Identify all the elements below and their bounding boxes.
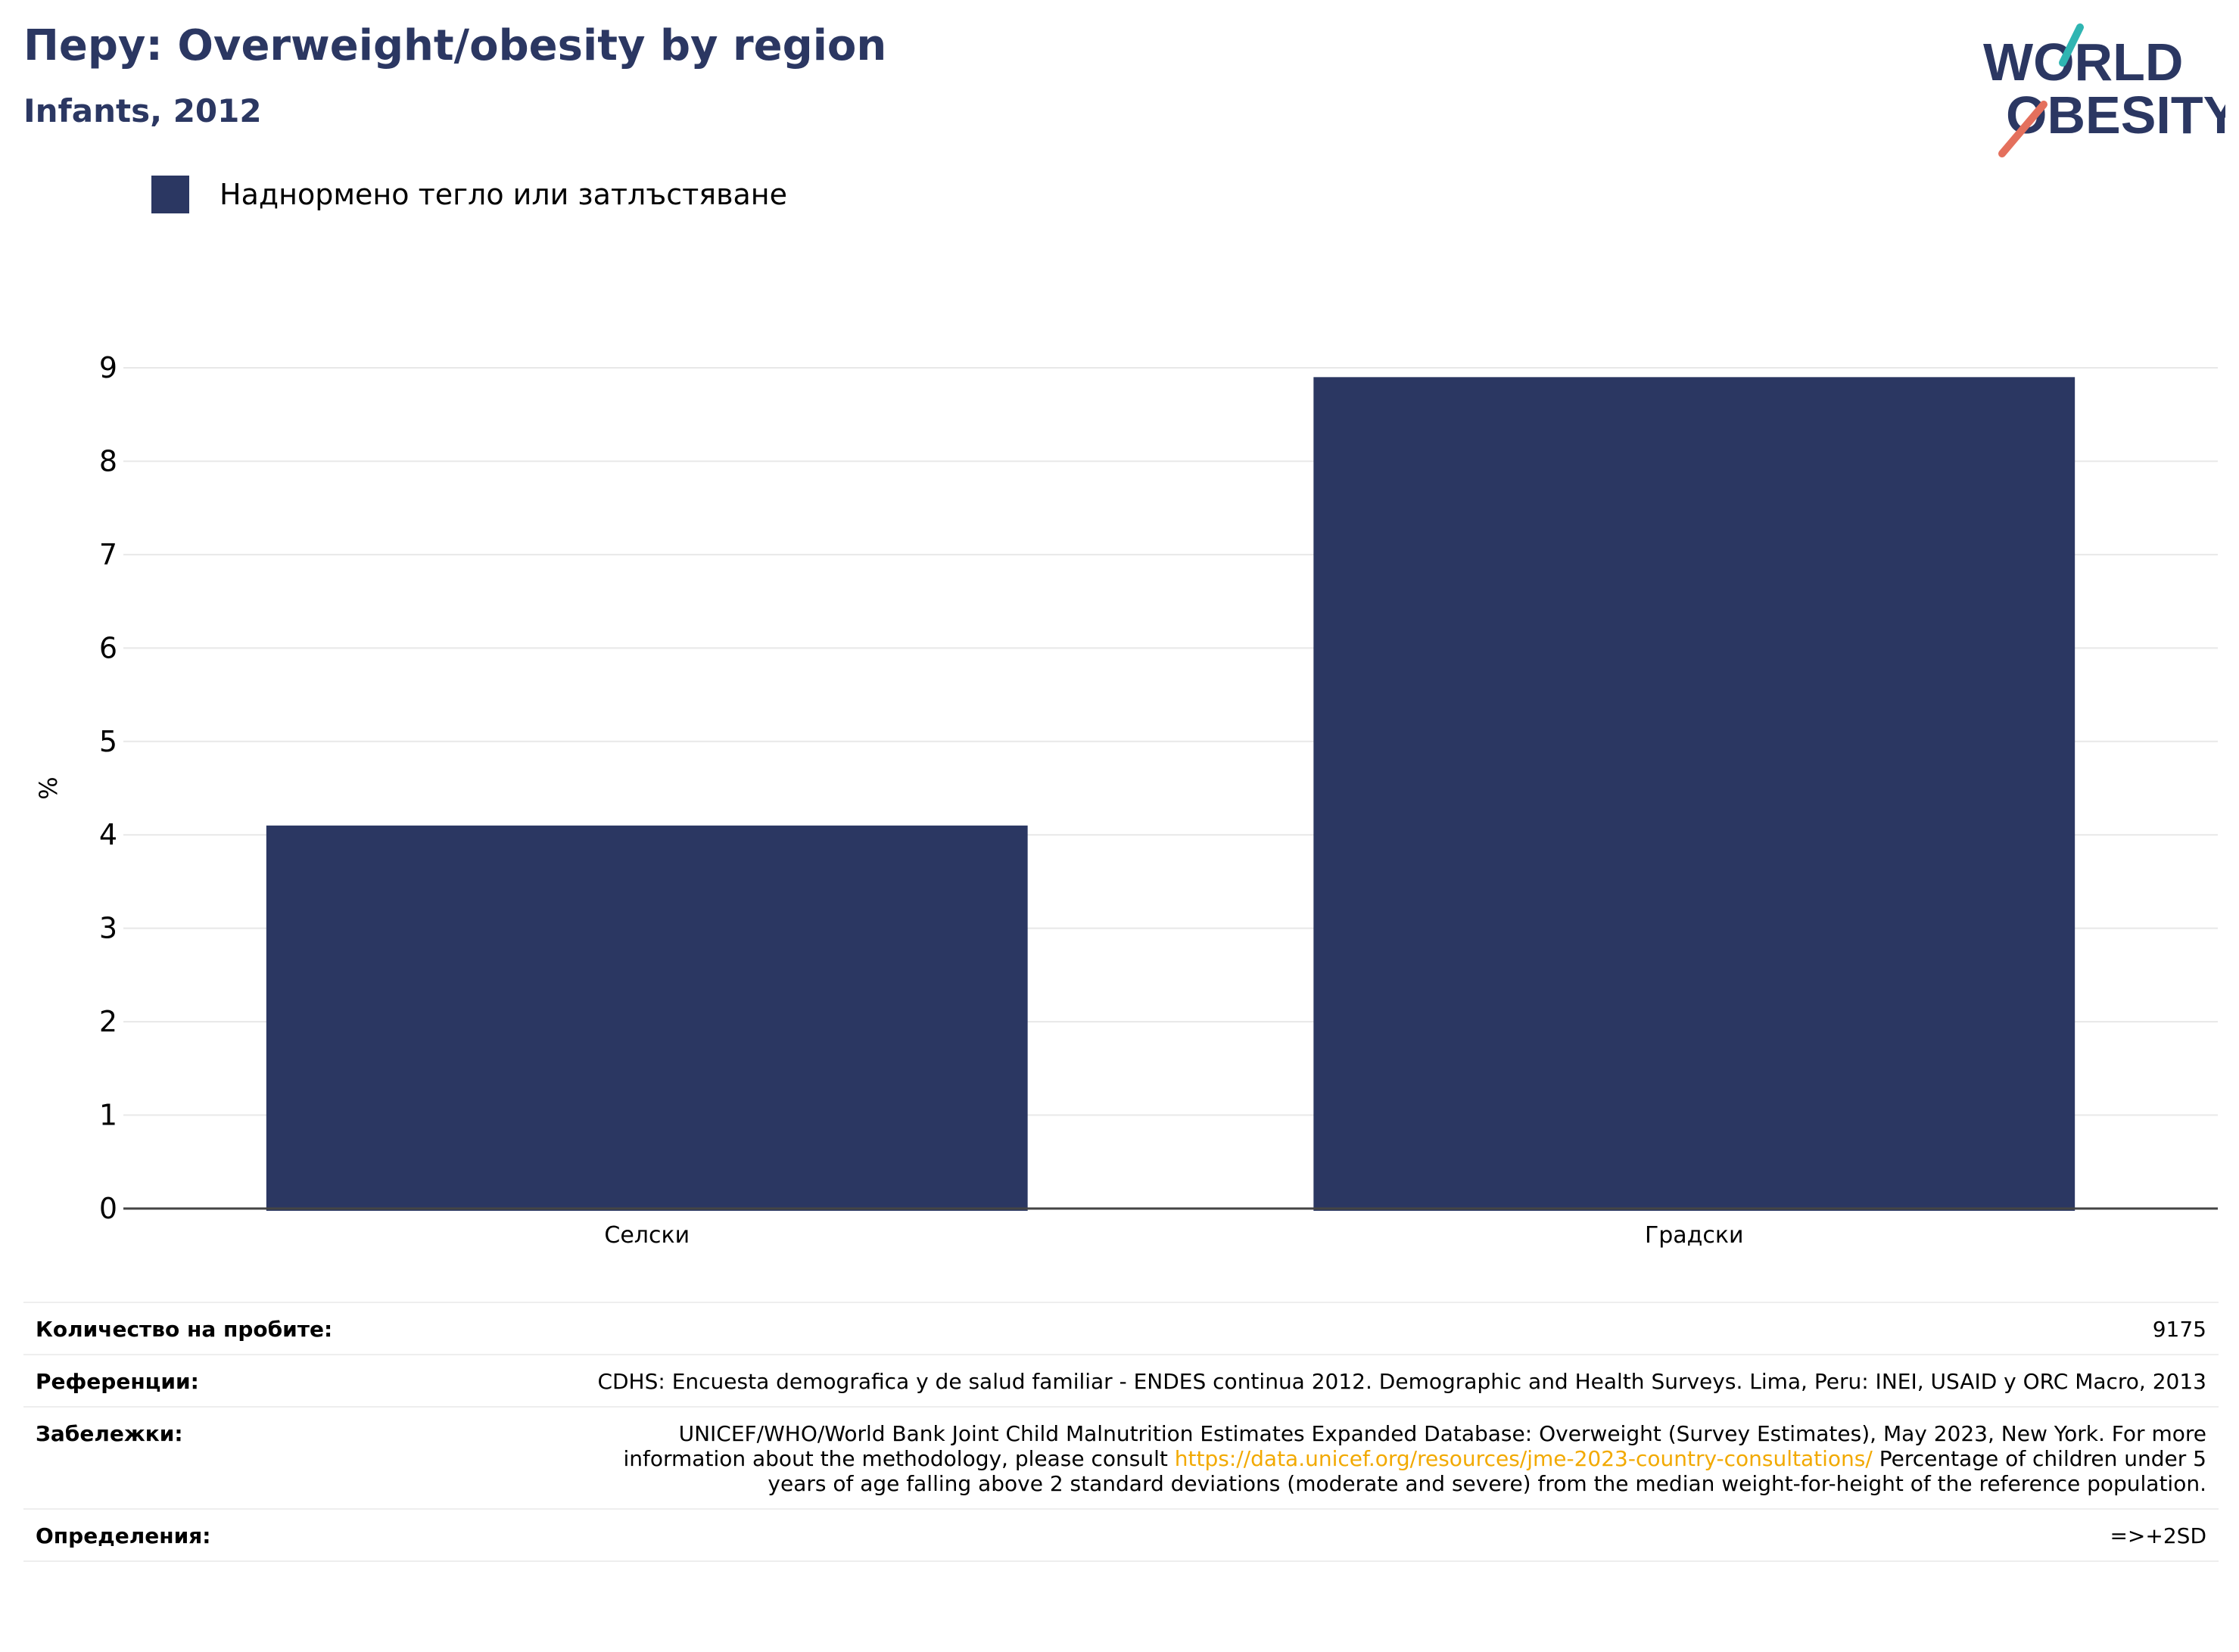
world-obesity-logo: WORLD OBESITY xyxy=(1983,23,2225,157)
meta-label-sample-size: Количество на пробите: xyxy=(23,1302,578,1355)
legend: Наднормено тегло или затлъстяване xyxy=(151,176,787,213)
notes-text-pre: UNICEF/WHO/World Bank Joint Child Malnut… xyxy=(623,1421,2207,1471)
y-tick-label: 0 xyxy=(99,1192,117,1225)
meta-row-definitions: Определения: =>+2SD xyxy=(23,1508,2219,1562)
y-tick-label: 9 xyxy=(99,351,117,384)
y-tick-label: 5 xyxy=(99,725,117,758)
meta-row-references: Референции: CDHS: Encuesta demografica y… xyxy=(23,1354,2219,1408)
notes-text-post: Percentage of children under 5 years of … xyxy=(768,1446,2206,1496)
y-tick-label: 7 xyxy=(99,538,117,571)
meta-row-sample-size: Количество на пробите: 9175 xyxy=(23,1302,2219,1355)
logo-word-world: WORLD xyxy=(1983,33,2183,92)
bar-2 xyxy=(1313,377,2076,1211)
y-tick-label: 8 xyxy=(99,444,117,478)
x-tick-label: Градски xyxy=(1645,1222,1744,1249)
meta-label-references: Референции: xyxy=(23,1354,578,1408)
chart-subtitle: Infants, 2012 xyxy=(23,92,262,129)
y-tick-label: 2 xyxy=(99,1005,117,1038)
chart-title: Перу: Overweight/obesity by region xyxy=(23,21,887,70)
logo-word-obesity: OBESITY xyxy=(2006,86,2225,145)
logo-slash-coral xyxy=(1998,101,2047,157)
y-tick-label: 6 xyxy=(99,631,117,664)
meta-label-notes: Забележки: xyxy=(23,1406,578,1510)
metadata-table: Количество на пробите: 9175 Референции: … xyxy=(23,1302,2219,1562)
meta-value-references: CDHS: Encuesta demografica y de salud fa… xyxy=(578,1354,2219,1408)
bar-1 xyxy=(266,825,1028,1211)
x-tick-label: Селски xyxy=(604,1222,690,1249)
meta-value-notes: UNICEF/WHO/World Bank Joint Child Malnut… xyxy=(578,1406,2219,1510)
meta-label-definitions: Определения: xyxy=(23,1508,578,1562)
y-tick-label: 3 xyxy=(99,912,117,945)
legend-swatch xyxy=(151,176,189,213)
meta-value-sample-size: 9175 xyxy=(578,1302,2219,1355)
meta-value-definitions: =>+2SD xyxy=(578,1508,2219,1562)
legend-label: Наднормено тегло или затлъстяване xyxy=(220,178,787,211)
y-tick-label: 1 xyxy=(99,1099,117,1132)
methodology-link[interactable]: https://data.unicef.org/resources/jme-20… xyxy=(1174,1446,1873,1471)
meta-row-notes: Забележки: UNICEF/WHO/World Bank Joint C… xyxy=(23,1406,2219,1510)
logo-slash-teal xyxy=(2059,23,2084,67)
y-tick-label: 4 xyxy=(99,818,117,851)
y-axis-label: % xyxy=(34,776,63,799)
bar-chart: 0 1 2 3 4 5 6 7 8 9% Селски Градски xyxy=(34,351,2218,1249)
